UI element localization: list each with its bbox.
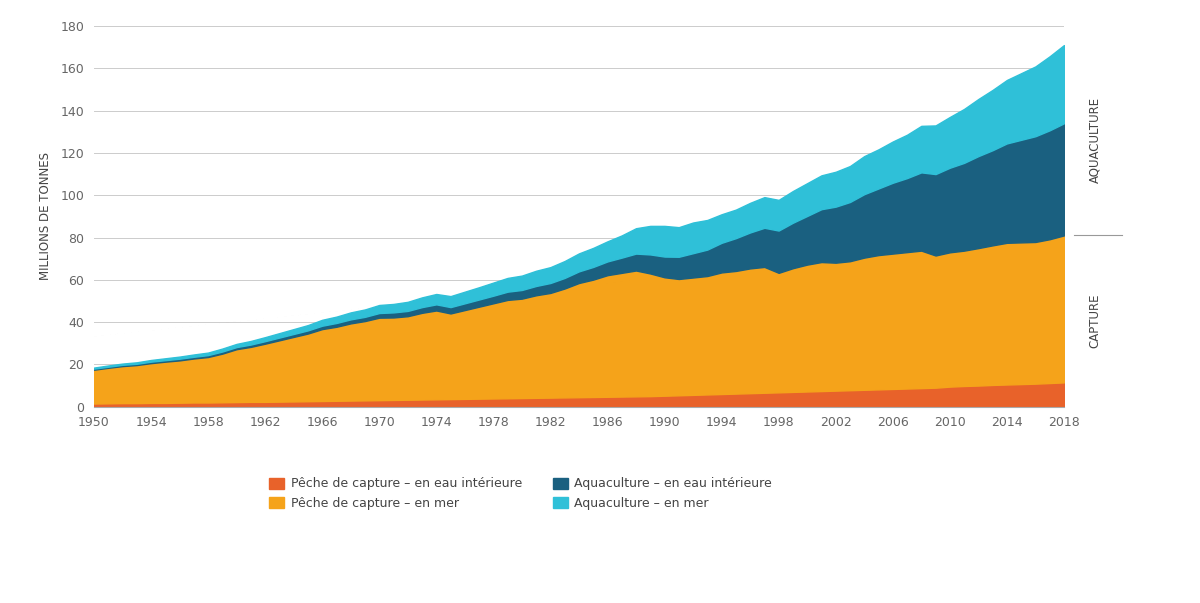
Legend: Pêche de capture – en eau intérieure, Pêche de capture – en mer, Aquaculture – e: Pêche de capture – en eau intérieure, Pê… (264, 472, 778, 515)
Text: AQUACULTURE: AQUACULTURE (1088, 97, 1102, 183)
Y-axis label: MILLIONS DE TONNES: MILLIONS DE TONNES (38, 153, 52, 280)
Text: CAPTURE: CAPTURE (1088, 294, 1102, 349)
